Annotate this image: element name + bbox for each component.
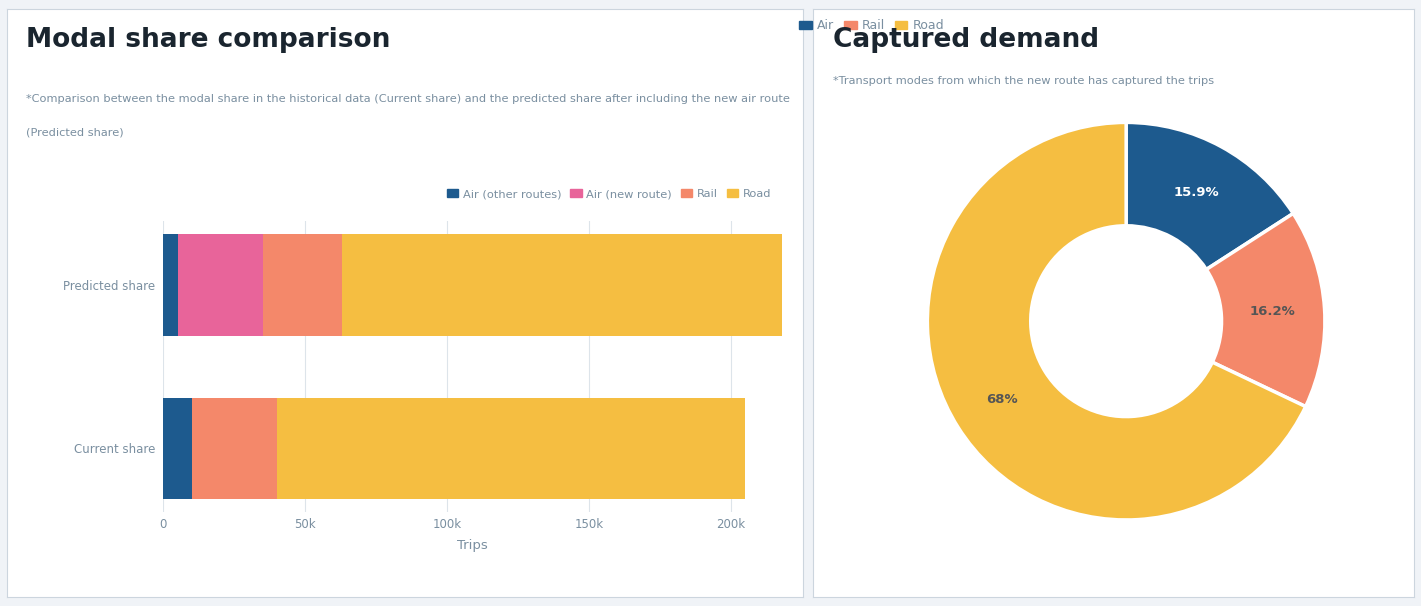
Bar xyxy=(178,235,263,336)
Legend: Air, Rail, Road: Air, Rail, Road xyxy=(794,15,949,38)
Legend: Air (other routes), Air (new route), Rail, Road: Air (other routes), Air (new route), Rai… xyxy=(442,185,776,204)
Bar xyxy=(342,235,824,336)
Text: (Predicted share): (Predicted share) xyxy=(26,127,124,138)
Bar xyxy=(163,235,178,336)
Text: 15.9%: 15.9% xyxy=(1174,185,1219,199)
Bar xyxy=(277,398,745,499)
Wedge shape xyxy=(1125,122,1293,270)
Bar xyxy=(192,398,277,499)
X-axis label: Trips: Trips xyxy=(458,539,487,552)
Bar xyxy=(163,398,192,499)
Text: Modal share comparison: Modal share comparison xyxy=(26,27,389,53)
Bar xyxy=(263,235,342,336)
Wedge shape xyxy=(928,122,1306,520)
Wedge shape xyxy=(1206,213,1324,407)
Text: *Comparison between the modal share in the historical data (Current share) and t: *Comparison between the modal share in t… xyxy=(26,94,790,104)
Text: 16.2%: 16.2% xyxy=(1250,305,1296,318)
Text: *Transport modes from which the new route has captured the trips: *Transport modes from which the new rout… xyxy=(833,76,1214,86)
Text: Captured demand: Captured demand xyxy=(833,27,1098,53)
Text: 68%: 68% xyxy=(986,393,1017,406)
